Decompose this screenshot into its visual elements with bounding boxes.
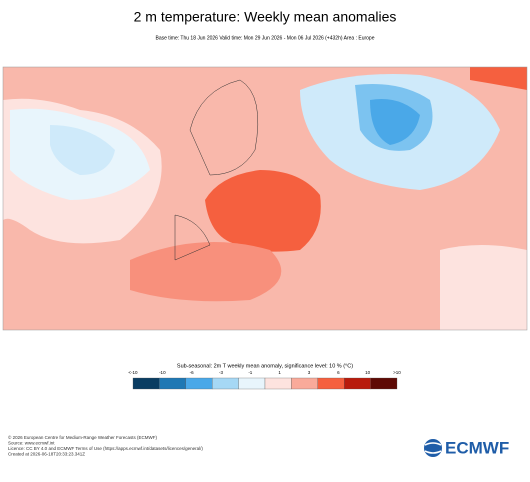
colorbar: <-10 -10 -6 -3 -1 1 3 6 10 >10 bbox=[128, 370, 401, 390]
footer-line: Source: www.ecmwf.int bbox=[8, 441, 55, 446]
footer-line: © 2026 European Centre for Medium-Range … bbox=[8, 434, 158, 440]
colorbar-label: 1 bbox=[278, 370, 281, 375]
colorbar-swatch bbox=[370, 377, 398, 390]
warm-area bbox=[470, 67, 527, 90]
logo: ECMWF bbox=[424, 438, 509, 457]
footer: © 2026 European Centre for Medium-Range … bbox=[8, 434, 203, 457]
cold-area bbox=[370, 99, 420, 145]
logo-text: ECMWF bbox=[445, 438, 509, 457]
colorbar-swatch bbox=[344, 377, 371, 390]
title: 2 m temperature: Weekly mean anomalies bbox=[134, 9, 397, 25]
footer-line: Created at 2026-06-18T20:33:23.341Z bbox=[8, 452, 85, 457]
colorbar-label: <-10 bbox=[128, 370, 138, 375]
colorbar-label: 3 bbox=[308, 370, 311, 375]
pale-area bbox=[440, 245, 527, 330]
colorbar-label: >10 bbox=[393, 370, 401, 375]
colorbar-swatch bbox=[212, 377, 239, 390]
map-frame bbox=[2, 66, 528, 331]
colorbar-label: -1 bbox=[248, 370, 252, 375]
logo-icon-waves bbox=[424, 442, 442, 454]
legend-title: Sub-seasonal: 2m T weekly mean anomaly, … bbox=[177, 363, 353, 369]
subtitle: Base time: Thu 18 Jun 2026 Valid time: M… bbox=[156, 35, 375, 41]
colorbar-label: 10 bbox=[365, 370, 371, 375]
cool-area bbox=[50, 125, 115, 175]
colorbar-swatch bbox=[317, 377, 345, 390]
logo-icon bbox=[424, 439, 442, 457]
colorbar-swatch bbox=[238, 377, 266, 390]
footer-line: Licence: CC BY 4.0 and ECMWF Terms of Us… bbox=[8, 446, 203, 451]
warm-area bbox=[205, 170, 321, 252]
colorbar-label: -10 bbox=[159, 370, 166, 375]
colorbar-swatch bbox=[185, 377, 213, 390]
colorbar-swatch bbox=[291, 377, 318, 390]
map bbox=[2, 66, 528, 331]
colorbar-swatch bbox=[264, 377, 292, 390]
colorbar-label: -3 bbox=[219, 370, 223, 375]
colorbar-label: -6 bbox=[190, 370, 194, 375]
colorbar-swatch bbox=[159, 377, 186, 390]
colorbar-swatch bbox=[132, 377, 160, 390]
colorbar-label: 6 bbox=[337, 370, 340, 375]
warm-area bbox=[130, 242, 282, 302]
coastline bbox=[174, 79, 259, 261]
